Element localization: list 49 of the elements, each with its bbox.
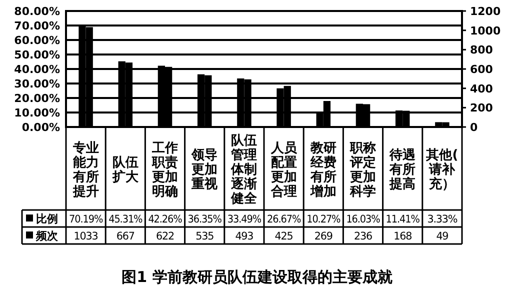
y-tick-label: 40.00% (14, 63, 60, 76)
y-tick-label: 80.00% (14, 5, 60, 18)
data-label: 622 (156, 230, 174, 242)
data-label: 33.49% (227, 214, 264, 226)
x-tick-label: 领导更加重视 (190, 148, 219, 192)
data-label: 667 (116, 230, 135, 242)
y2-tick-label: 200 (470, 102, 494, 115)
y-tick-label: 30.00% (14, 78, 60, 90)
y-tick-label: 10.00% (14, 106, 60, 120)
y-tick-label: 70.00% (14, 20, 60, 32)
data-label: 10.27% (306, 214, 344, 226)
y2-tick-label: 0 (470, 121, 478, 134)
y-tick-label: 60.00% (14, 34, 60, 47)
x-tick-label: 工作职责更加明确 (151, 140, 178, 200)
data-label: 493 (235, 230, 254, 242)
y2-tick-label: 1000 (470, 24, 501, 38)
legend-label: 比例 (36, 212, 58, 226)
data-label: 16.03% (346, 214, 383, 226)
x-tick-label: 教研经费有所增加 (309, 140, 336, 200)
data-label: 168 (394, 230, 412, 242)
x-tick-label: 其他(请补充） (425, 148, 458, 192)
y2-tick-label: 800 (470, 44, 494, 57)
x-tick-label: 专业能力有所提升 (72, 140, 99, 200)
data-label: 269 (314, 230, 333, 242)
x-tick-label: 待遇有所提高 (388, 148, 417, 192)
x-tick-label: 队伍管理体制逐渐健全 (230, 134, 258, 206)
data-label: 236 (354, 230, 373, 242)
y2-tick-label: 1200 (470, 5, 501, 18)
data-label: 1033 (74, 230, 98, 242)
legend-label: 频次 (35, 230, 59, 242)
y-tick-label: 50.00% (14, 48, 60, 62)
y-tick-label: 0.00% (22, 121, 60, 134)
data-label: 535 (196, 230, 214, 242)
data-label: 26.67% (267, 214, 304, 226)
text: 图1 学前教研员队伍建设取得的主要成就 (122, 268, 392, 286)
data-label: 42.26% (148, 214, 185, 226)
y2-tick-label: 400 (470, 82, 494, 96)
x-tick-label: 职称评定更加科学 (349, 140, 377, 200)
data-label: 36.35% (188, 214, 224, 226)
data-label: 425 (274, 230, 294, 242)
data-label: 70.19% (69, 214, 106, 226)
data-label: 45.31% (108, 214, 146, 226)
data-label: 11.41% (386, 214, 422, 226)
data-label: 3.33% (427, 214, 458, 226)
y2-tick-label: 600 (470, 63, 494, 76)
x-tick-label: 队伍扩大 (111, 155, 140, 185)
data-label: 49 (436, 230, 448, 242)
x-tick-label: 人员配置更加合理 (270, 140, 298, 200)
y-tick-label: 20.00% (14, 92, 60, 105)
